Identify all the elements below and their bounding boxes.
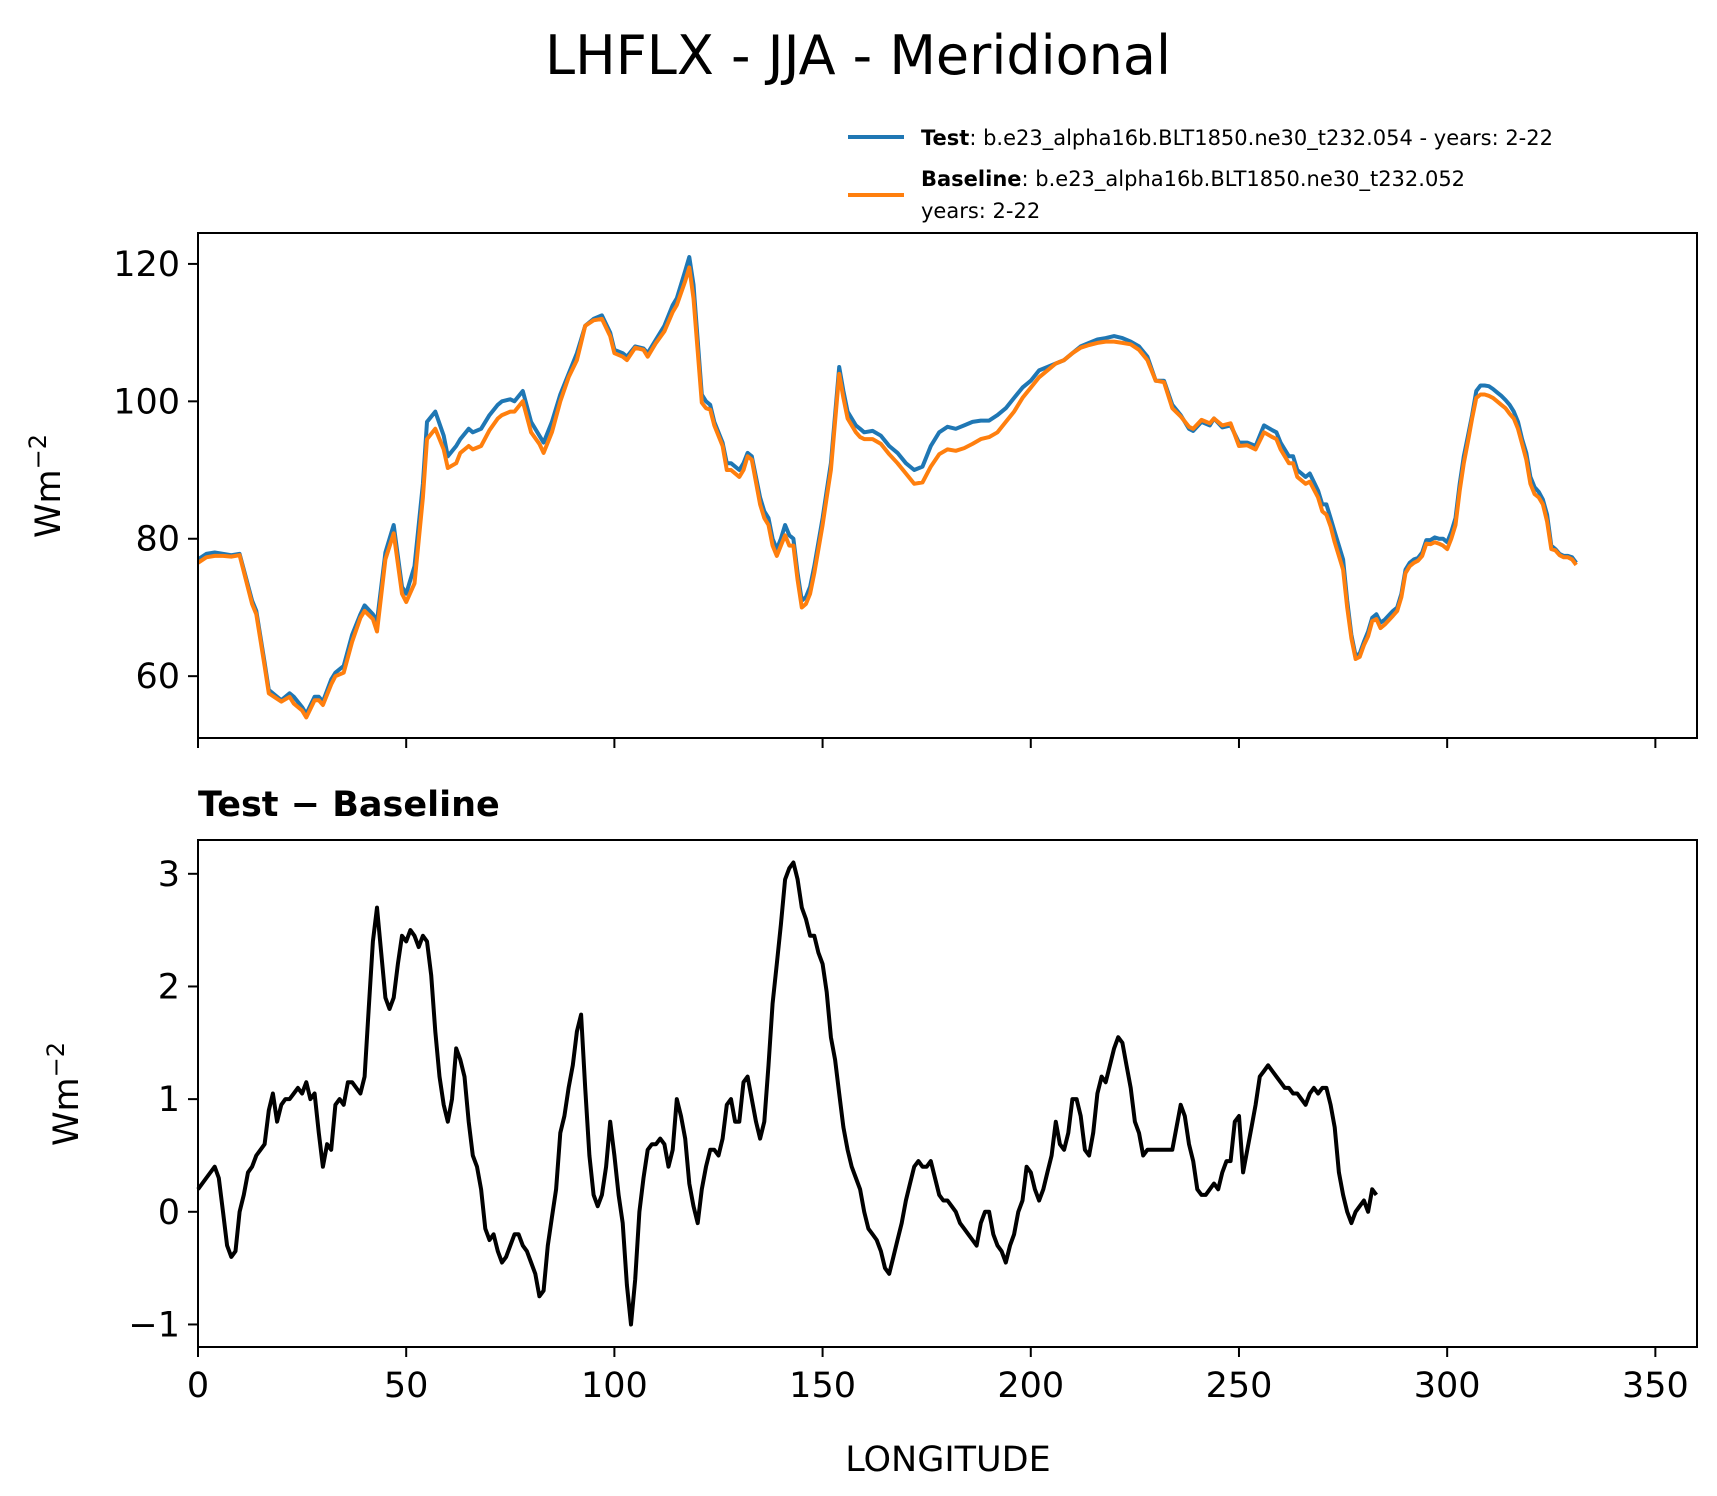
y-tick-label: 80 [135, 520, 180, 560]
x-tick-label: 50 [384, 1366, 429, 1406]
bottom-plot-frame [197, 839, 1698, 1348]
y-tick-label: 0 [158, 1193, 180, 1233]
x-tick-label: 0 [187, 1366, 209, 1406]
legend-baseline-desc: : b.e23_alpha16b.BLT1850.ne30_t232.052 [1022, 167, 1466, 192]
y-tick-label: 3 [158, 855, 180, 895]
top-plot-frame [197, 232, 1698, 739]
legend: Test: b.e23_alpha16b.BLT1850.ne30_t232.0… [848, 126, 1553, 223]
legend-baseline-name: Baseline [921, 167, 1022, 191]
y-tick-label: −1 [128, 1305, 180, 1345]
y-tick-label: 1 [158, 1080, 180, 1120]
difference-title: Test − Baseline [198, 785, 500, 825]
y-tick-label: 2 [158, 967, 180, 1007]
top-plot: 60 80 100 120 Wm−2 [24, 232, 1698, 748]
y-tick-label: 100 [113, 382, 180, 422]
legend-test-desc: : b.e23_alpha16b.BLT1850.ne30_t232.054 -… [969, 126, 1553, 151]
series-line-baseline [196, 265, 1578, 720]
x-tick-label: 200 [997, 1366, 1064, 1406]
legend-baseline-years: years: 2-22 [921, 199, 1040, 223]
x-tick-label: 350 [1622, 1366, 1689, 1406]
x-axis-label: LONGITUDE [845, 1440, 1051, 1480]
series-line-test-baseline [196, 860, 1378, 1327]
chart-title: LHFLX - JJA - Meridional [545, 24, 1171, 87]
legend-test-name: Test [921, 126, 969, 150]
y-tick-label: 120 [113, 245, 180, 285]
svg-text:Test: b.e23_alpha16b.BLT1850.n: Test: b.e23_alpha16b.BLT1850.ne30_t232.0… [921, 126, 1553, 151]
x-tick-label: 250 [1206, 1366, 1273, 1406]
x-tick-label: 100 [581, 1366, 648, 1406]
svg-text:Baseline: b.e23_alpha16b.BLT18: Baseline: b.e23_alpha16b.BLT1850.ne30_t2… [921, 167, 1465, 192]
series-line-test [196, 255, 1578, 716]
bottom-y-axis-label: Wm−2 [42, 1042, 87, 1146]
x-tick-label: 300 [1414, 1366, 1481, 1406]
x-tick-label: 150 [789, 1366, 856, 1406]
y-tick-label: 60 [135, 657, 180, 697]
top-y-axis-label: Wm−2 [24, 434, 69, 538]
